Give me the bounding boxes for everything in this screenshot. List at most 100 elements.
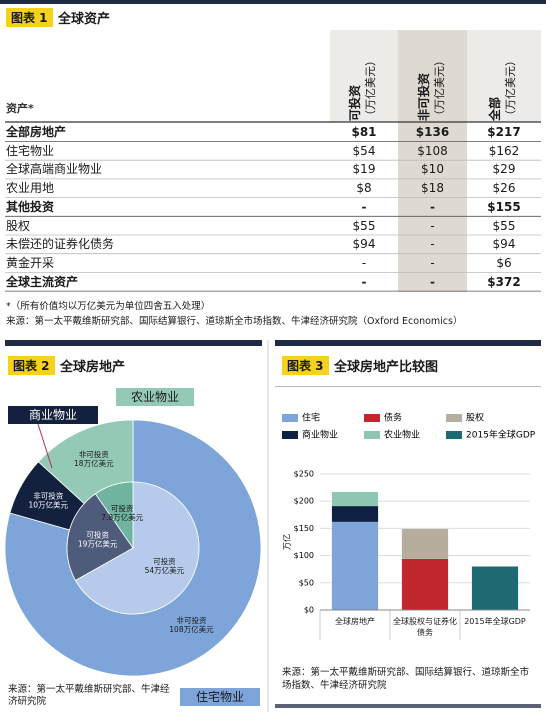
chart-source: 来源：第一太平戴维斯研究部、牛津经济研究院 — [8, 684, 170, 707]
cell: $18 — [421, 181, 444, 196]
table-source: 来源：第一太平戴维斯研究部、国际结算银行、道琼斯全市场指数、牛津经济研究院（Ox… — [6, 316, 463, 327]
legend-label: 住宅 — [302, 412, 320, 424]
cell: - — [430, 237, 435, 252]
legend-swatch — [282, 431, 298, 439]
x-tick-label: 全球股权与证券化债务 — [393, 617, 457, 637]
y-tick-label: $0 — [304, 606, 314, 615]
bar-segment — [401, 558, 449, 610]
bar-segment — [331, 491, 379, 507]
cell: $6 — [496, 255, 512, 270]
y-tick-label: $250 — [294, 470, 314, 479]
cell: $136 — [415, 125, 450, 139]
bar-segment — [471, 566, 519, 610]
column-header: 可投资 （万亿美元） — [347, 31, 381, 121]
row-label: 股权 — [6, 218, 31, 233]
cell: - — [361, 255, 367, 270]
y-tick-label: $50 — [299, 578, 314, 587]
sector — [66, 493, 134, 581]
value-label: 可投资 7.8万亿美元 — [101, 503, 143, 522]
sector — [74, 481, 200, 615]
cell: - — [430, 255, 435, 270]
cell: - — [430, 199, 435, 214]
panel-rule — [275, 340, 541, 346]
row-label: 全球主流资产 — [6, 274, 79, 289]
row-label: 住宅物业 — [6, 143, 55, 158]
legend-label: 农业物业 — [384, 429, 420, 441]
cell: $217 — [487, 125, 521, 139]
row-label: 未偿还的证券化债务 — [6, 237, 115, 252]
y-tick-label: $100 — [294, 551, 314, 560]
figure-title: 全球房地产 — [60, 360, 126, 375]
cell: $372 — [487, 274, 521, 289]
column-name: 全部 — [488, 96, 502, 121]
column-unit: （万亿美元） — [432, 55, 446, 121]
cell: $29 — [492, 162, 516, 177]
panel-rule — [5, 340, 262, 346]
figure-title: 全球房地产比较图 — [334, 360, 439, 375]
value-label: 非可投资 108万亿美元 — [169, 615, 214, 634]
row-label: 黄金开采 — [6, 255, 55, 270]
callout-box — [180, 688, 260, 706]
cell: $8 — [356, 181, 372, 196]
value-label: 可投资 54万亿美元 — [145, 556, 185, 575]
callout-line — [37, 423, 53, 469]
cell: - — [361, 274, 367, 289]
column-header: 非可投资 （万亿美元） — [416, 31, 450, 121]
legend-swatch — [364, 431, 380, 439]
cell: - — [430, 218, 435, 233]
chart-source: 来源：第一太平戴维斯研究部、国际结算银行、道琼斯全市场指数、牛津经济研究院 — [282, 667, 530, 691]
callout-box — [8, 406, 98, 424]
bar-segment — [401, 528, 449, 559]
column-name: 可投资 — [348, 84, 362, 121]
sector — [94, 481, 134, 550]
table-note: *（所有价值均以万亿美元为单位四舍五入处理） — [6, 301, 211, 312]
legend-swatch — [446, 414, 462, 422]
x-tick-label: 全球房地产 — [335, 617, 375, 626]
cell: $162 — [488, 143, 520, 158]
cell: $81 — [351, 125, 377, 139]
cell: $94 — [492, 237, 516, 252]
callout-label: 住宅物业 — [196, 689, 244, 704]
legend-swatch — [282, 414, 298, 422]
column-unit: （万亿美元） — [364, 55, 377, 121]
cell: $10 — [421, 162, 444, 177]
legend-label: 2015年全球GDP — [466, 429, 536, 441]
figure-label: 图表 3 — [282, 356, 329, 375]
row-label: 农业用地 — [6, 181, 55, 196]
legend-label: 股权 — [466, 412, 484, 424]
row-label: 全部房地产 — [6, 125, 67, 139]
column-header: 全部 （万亿美元） — [487, 31, 521, 121]
figure-label: 图表 1 — [6, 8, 53, 27]
value-label: 非可投资 10万亿美元 — [28, 490, 68, 509]
cell: $54 — [352, 143, 376, 158]
figure-label: 图表 2 — [8, 356, 55, 375]
row-header: 资产* — [6, 102, 34, 115]
y-tick-label: $200 — [294, 497, 314, 506]
cell: $55 — [352, 218, 376, 233]
row-label: 全球高端商业物业 — [6, 162, 103, 177]
column-unit: （万亿美元） — [504, 55, 517, 121]
bar-segment — [331, 521, 379, 610]
bar-segment — [331, 506, 379, 522]
cell: $26 — [492, 181, 516, 196]
value-label: 可投资 19万亿美元 — [78, 529, 118, 548]
x-tick-label: 2015年全球GDP — [464, 617, 526, 626]
callout-box — [116, 388, 194, 406]
cell: $19 — [352, 162, 376, 177]
cell: $155 — [487, 199, 521, 214]
figure-title: 全球资产 — [58, 12, 111, 27]
y-axis-label: 万亿 — [282, 534, 292, 550]
panel-rule — [275, 704, 541, 708]
legend-swatch — [446, 431, 462, 439]
row-label: 其他投资 — [6, 199, 55, 214]
column-shade — [398, 30, 467, 292]
y-tick-label: $150 — [294, 524, 314, 533]
column-name: 非可投资 — [416, 72, 431, 121]
callout-label: 农业物业 — [131, 390, 179, 404]
legend-swatch — [364, 414, 380, 422]
top-rule — [0, 0, 546, 4]
panel-rule — [275, 386, 541, 387]
cell: $55 — [492, 218, 516, 233]
